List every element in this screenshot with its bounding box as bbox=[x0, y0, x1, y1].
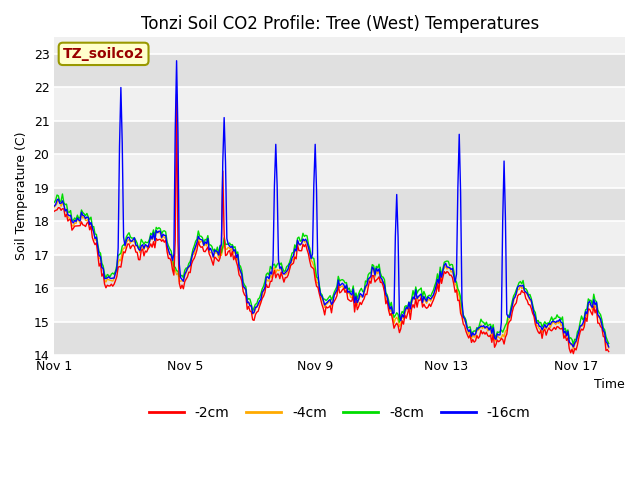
Y-axis label: Soil Temperature (C): Soil Temperature (C) bbox=[15, 132, 28, 261]
Legend: -2cm, -4cm, -8cm, -16cm: -2cm, -4cm, -8cm, -16cm bbox=[143, 400, 536, 425]
Bar bbox=[54, 121, 625, 155]
Bar bbox=[54, 188, 625, 221]
X-axis label: Time: Time bbox=[595, 378, 625, 391]
Bar bbox=[54, 155, 625, 188]
Bar bbox=[54, 255, 625, 288]
Bar bbox=[54, 288, 625, 322]
Bar bbox=[54, 87, 625, 121]
Bar bbox=[54, 54, 625, 87]
Bar bbox=[54, 221, 625, 255]
Title: Tonzi Soil CO2 Profile: Tree (West) Temperatures: Tonzi Soil CO2 Profile: Tree (West) Temp… bbox=[141, 15, 539, 33]
Bar bbox=[54, 322, 625, 355]
Text: TZ_soilco2: TZ_soilco2 bbox=[63, 47, 145, 61]
